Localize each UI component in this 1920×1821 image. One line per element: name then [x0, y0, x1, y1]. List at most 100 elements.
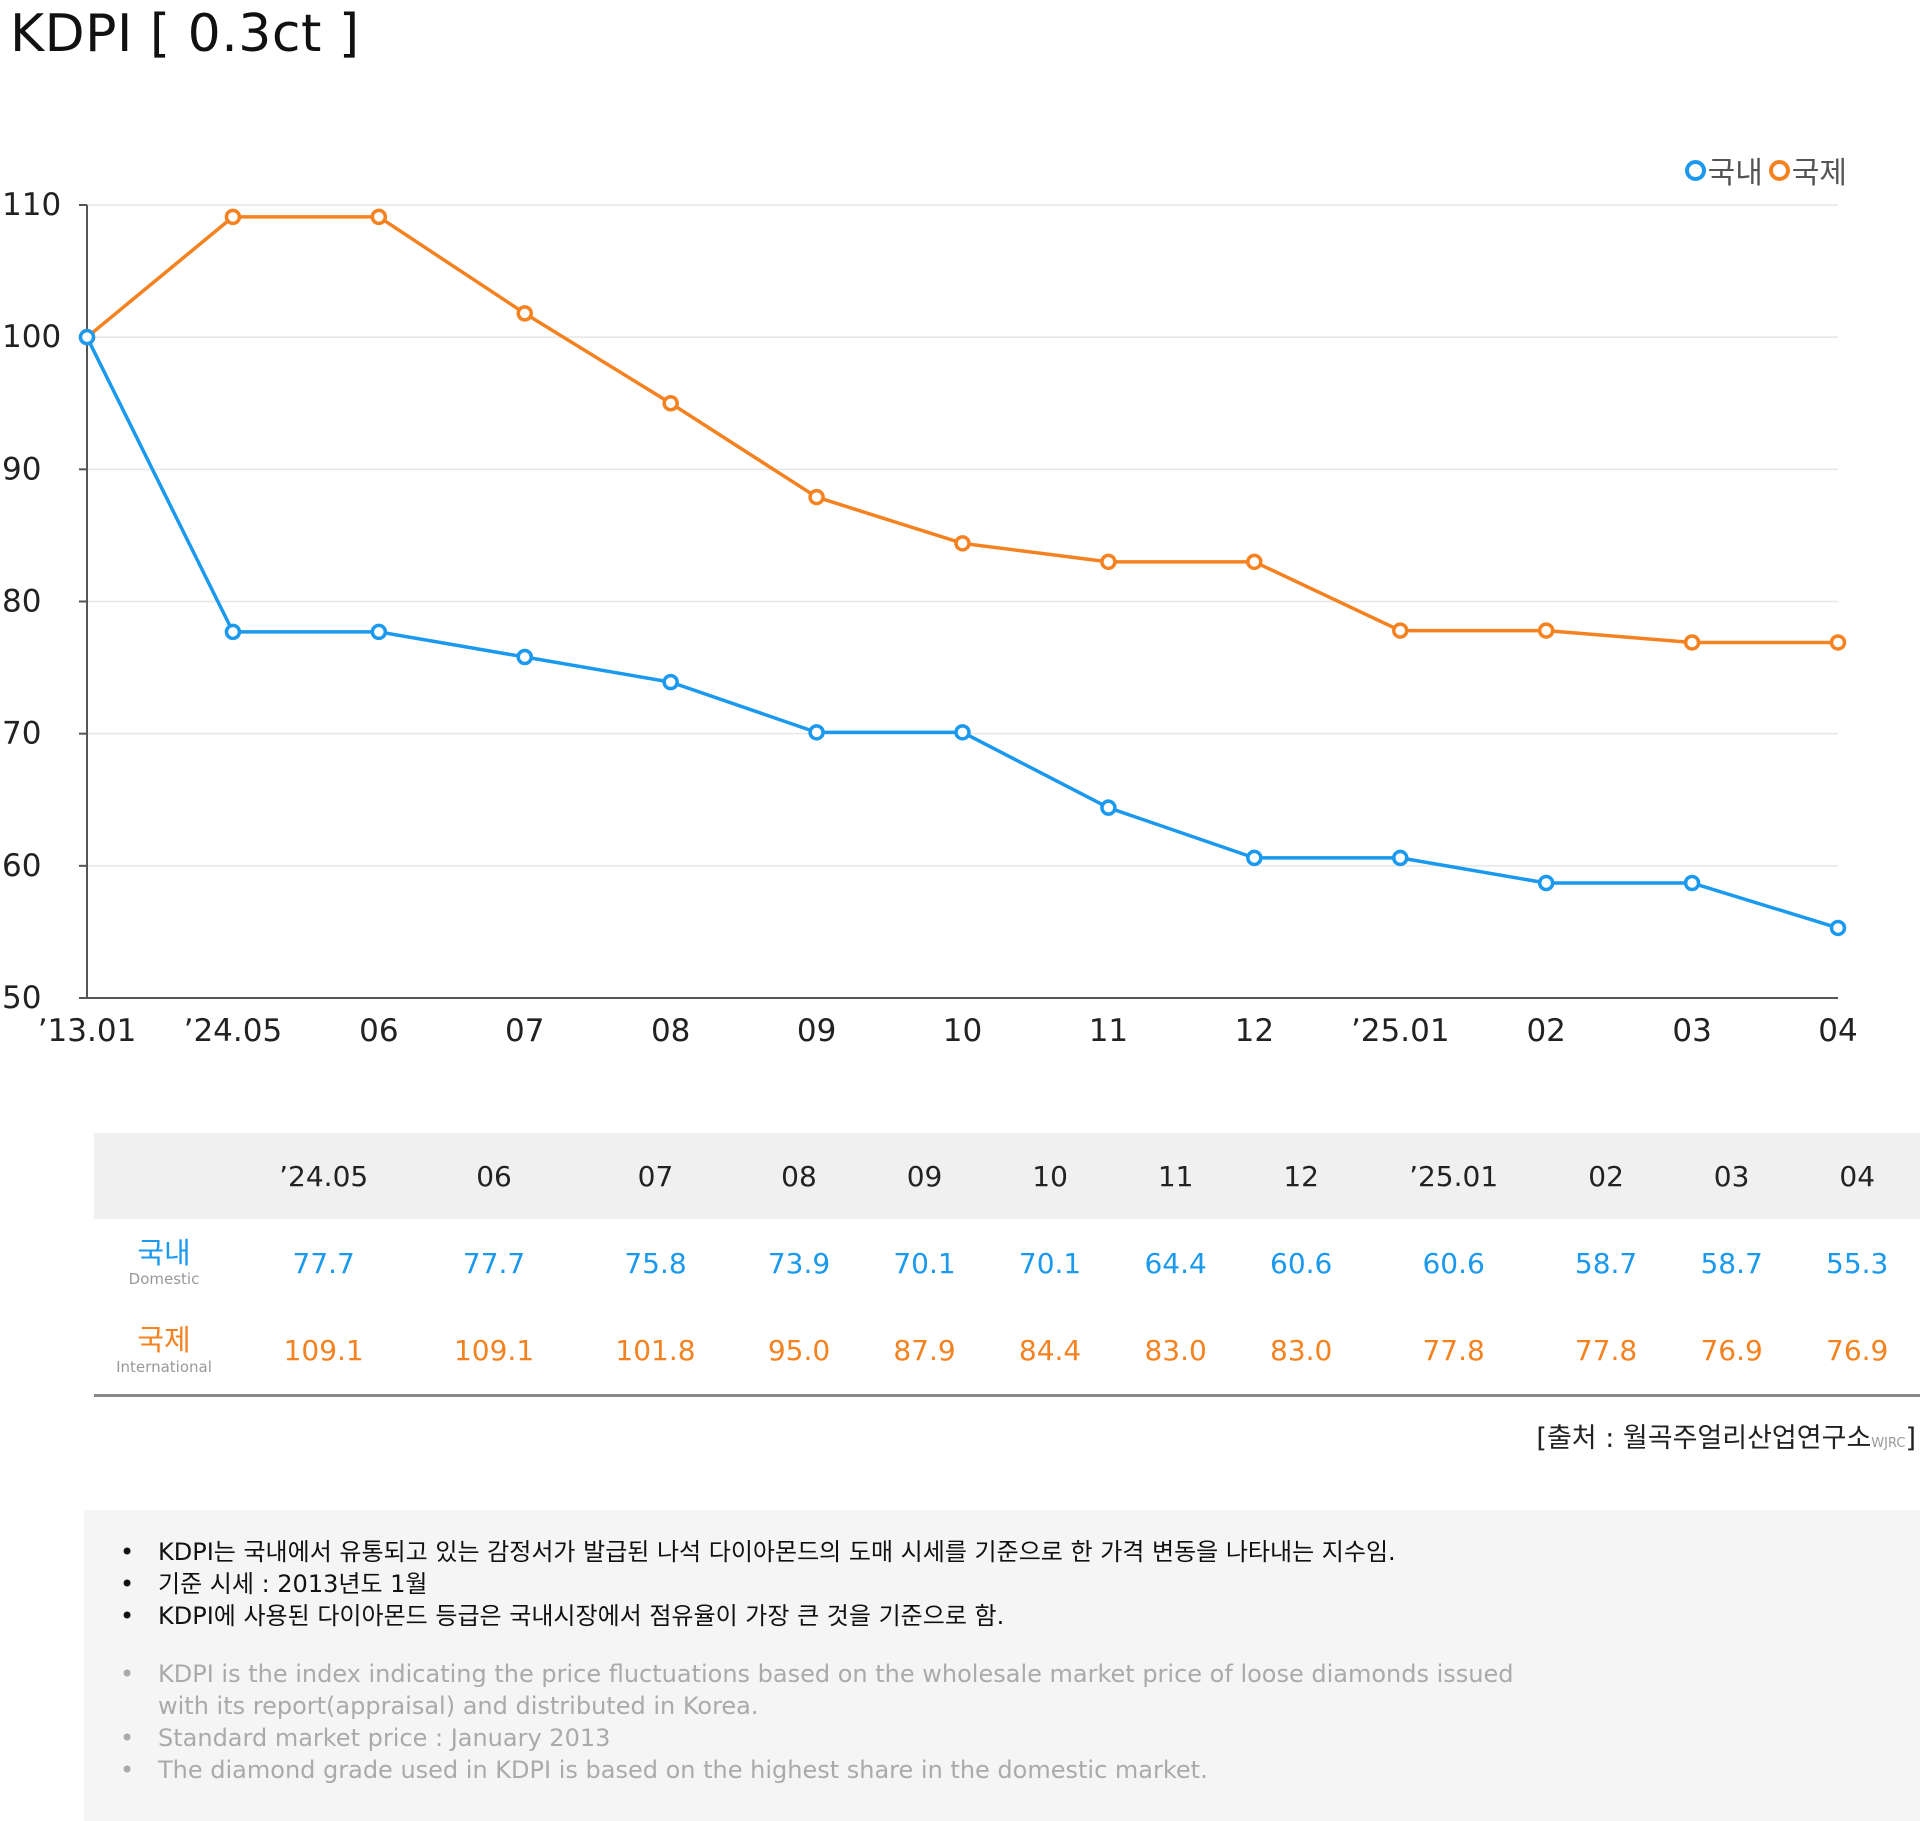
note-item: 기준 시세 : 2013년도 1월 [120, 1568, 1396, 1600]
row-label-domestic: 국내 Domestic [94, 1219, 234, 1307]
table-header-cell: ’25.01 [1409, 1159, 1499, 1193]
data-point-domestic [1246, 849, 1263, 867]
notes-box: KDPI는 국내에서 유통되고 있는 감정서가 발급된 나석 다이아몬드의 도매… [84, 1510, 1920, 1821]
table-header-cell: 09 [906, 1159, 943, 1193]
table-header-cell: 07 [637, 1159, 674, 1193]
y-tick-label: 90 [2, 451, 41, 487]
table-cell: 58.7 [1700, 1246, 1763, 1280]
table-cell: 76.9 [1794, 1307, 1920, 1397]
legend-label-domestic: 국내 [1707, 156, 1763, 191]
table-header-cell: ’24.05 [279, 1159, 369, 1193]
table-header-cell: 06 [476, 1159, 512, 1193]
legend-item-international: 국제 [1768, 148, 1847, 192]
table-cell: 64.4 [1144, 1246, 1207, 1280]
table-cell: 77.7 [462, 1246, 526, 1280]
row-label-ko: 국제 [137, 1323, 191, 1358]
notes-en-list: KDPI is the index indicating the price f… [120, 1658, 1520, 1786]
table-cell: 87.9 [861, 1307, 988, 1397]
data-point-international [1537, 622, 1555, 639]
y-tick-label: 80 [2, 584, 41, 620]
data-table: ’24.05 06 07 08 09 10 11 12 ’25.01 02 03… [94, 1133, 1920, 1397]
note-item: KDPI는 국내에서 유통되고 있는 감정서가 발급된 나석 다이아몬드의 도매… [120, 1536, 1396, 1568]
y-tick-label: 70 [2, 716, 41, 752]
data-point-international [224, 208, 242, 226]
data-point-domestic [662, 673, 679, 691]
data-point-international [954, 535, 971, 552]
table-cell: 95.0 [736, 1307, 862, 1397]
source-close: ] [1905, 1423, 1916, 1454]
page-title: KDPI [ 0.3ct ] [10, 4, 360, 64]
x-tick-label: 06 [359, 1013, 398, 1049]
table-cell: 109.1 [413, 1307, 575, 1397]
source-abbr: WJRC [1871, 1436, 1906, 1451]
x-tick-label: ’25.01 [1351, 1013, 1450, 1049]
x-tick-label: 02 [1526, 1013, 1565, 1049]
table-header-row: ’24.05 06 07 08 09 10 11 12 ’25.01 02 03… [94, 1133, 1920, 1219]
data-point-international [1392, 622, 1409, 639]
row-label-international: 국제 International [94, 1307, 234, 1397]
source-credit: [출처 : 월곡주얼리산업연구소WJRC] [1536, 1416, 1916, 1455]
note-item: KDPI is the index indicating the price f… [120, 1658, 1520, 1722]
chart-legend: 국내 국제 [1684, 148, 1847, 192]
table-row-international: 국제 International 109.1 109.1 101.8 95.0 … [94, 1307, 1920, 1397]
note-item: Standard market price : January 2013 [120, 1722, 1520, 1754]
y-tick-label: 50 [2, 980, 41, 1016]
row-label-en: Domestic [128, 1270, 200, 1289]
x-tick-label: 11 [1089, 1013, 1128, 1049]
x-tick-label: 10 [943, 1013, 982, 1049]
data-point-international [662, 395, 679, 412]
data-point-international [516, 305, 533, 322]
table-cell: 101.8 [574, 1307, 737, 1397]
table-row-domestic: 국내 Domestic 77.7 77.7 75.8 73.9 70.1 70.… [94, 1219, 1920, 1307]
source-text: [출처 : 월곡주얼리산업연구소 [1536, 1423, 1872, 1454]
table-header-cell: 12 [1283, 1159, 1319, 1193]
series-line-international [85, 215, 1838, 645]
legend-item-domestic: 국내 [1684, 148, 1763, 192]
x-tick-label: 03 [1672, 1013, 1711, 1049]
table-header-cell: 08 [781, 1159, 817, 1193]
data-point-international [1100, 553, 1117, 571]
table-cell: 58.7 [1574, 1246, 1638, 1280]
x-tick-label: ’24.05 [184, 1013, 283, 1049]
data-point-international [808, 488, 825, 506]
note-item: KDPI에 사용된 다이아몬드 등급은 국내시장에서 점유율이 가장 큰 것을 … [120, 1600, 1396, 1632]
table-cell: 77.8 [1543, 1307, 1669, 1397]
legend-marker-international [1768, 159, 1790, 181]
table-cell: 60.6 [1422, 1246, 1485, 1280]
table-header-cell: 03 [1713, 1159, 1750, 1193]
table-cell: 60.6 [1270, 1246, 1333, 1280]
data-point-domestic [1829, 919, 1847, 937]
x-tick-label: 08 [651, 1013, 690, 1049]
table-cell: 83.0 [1238, 1307, 1364, 1397]
table-header-empty [94, 1133, 234, 1219]
table-cell: 70.1 [1018, 1246, 1082, 1280]
table-cell: 77.8 [1363, 1307, 1544, 1397]
x-tick-label: 07 [505, 1013, 544, 1049]
table-cell: 84.4 [987, 1307, 1113, 1397]
y-tick-label: 100 [2, 319, 61, 355]
data-point-domestic [1392, 849, 1409, 867]
table-header-cell: 10 [1032, 1159, 1068, 1193]
data-point-domestic [1537, 874, 1555, 892]
x-tick-label: 09 [797, 1013, 836, 1049]
x-tick-label: 04 [1818, 1013, 1857, 1049]
table-header-cell: 04 [1839, 1159, 1876, 1193]
legend-label-international: 국제 [1791, 156, 1847, 191]
row-label-ko: 국내 [137, 1235, 191, 1270]
y-tick-label: 110 [2, 187, 61, 223]
line-chart: 50 60 70 80 90 100 110 ’13.01 ’24.05 06 07 08 09 10 11… [2, 187, 1858, 1049]
x-tick-label: 12 [1235, 1013, 1274, 1049]
table-cell: 70.1 [893, 1246, 956, 1280]
x-tick-label: ’13.01 [38, 1013, 137, 1049]
data-point-international [1246, 553, 1263, 571]
data-point-domestic [1683, 874, 1701, 892]
row-label-en: International [116, 1357, 212, 1376]
table-header-cell: 11 [1157, 1159, 1194, 1193]
data-point-domestic [954, 724, 971, 741]
table-cell: 73.9 [767, 1246, 831, 1280]
data-point-international [1683, 634, 1701, 651]
data-point-domestic [516, 648, 533, 666]
table-cell: 76.9 [1668, 1307, 1795, 1397]
data-point-domestic [808, 724, 825, 741]
table-cell: 109.1 [234, 1307, 414, 1397]
